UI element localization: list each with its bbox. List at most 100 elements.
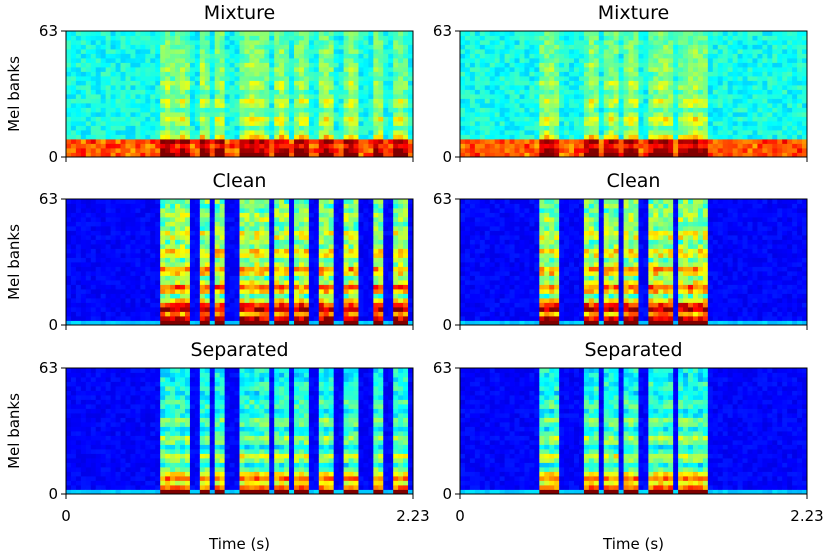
- spectrogram-cell: [239, 103, 245, 108]
- spectrogram-cell: [328, 62, 335, 68]
- spectrogram-cell: [373, 94, 379, 99]
- spectrogram-cell: [269, 134, 275, 140]
- spectrogram-cell: [115, 293, 121, 299]
- spectrogram-cell: [598, 31, 605, 36]
- spectrogram-cell: [289, 44, 295, 50]
- spectrogram-cell: [648, 98, 654, 104]
- spectrogram-cell: [688, 143, 694, 149]
- spectrogram-cell: [358, 125, 364, 131]
- spectrogram-cell: [115, 221, 121, 227]
- spectrogram-cell: [742, 143, 748, 149]
- spectrogram-cell: [105, 221, 112, 227]
- spectrogram-cell: [80, 107, 87, 113]
- spectrogram-cell: [180, 116, 186, 122]
- spectrogram-cell: [583, 143, 590, 149]
- spectrogram-cell: [224, 134, 230, 140]
- spectrogram-cell: [209, 67, 216, 72]
- spectrogram-cell: [110, 217, 116, 222]
- spectrogram-cell: [214, 221, 221, 227]
- spectrogram-cell: [403, 94, 409, 99]
- spectrogram-cell: [239, 85, 245, 90]
- spectrogram-cell: [712, 35, 719, 41]
- spectrogram-cell: [802, 116, 808, 122]
- spectrogram-cell: [284, 40, 290, 45]
- spectrogram-cell: [115, 40, 121, 45]
- spectrogram-cell: [160, 116, 166, 122]
- spectrogram-cell: [772, 31, 778, 36]
- spectrogram-cell: [393, 53, 399, 59]
- spectrogram-cell: [388, 148, 394, 153]
- spectrogram-cell: [712, 89, 719, 95]
- spectrogram-cell: [90, 89, 97, 95]
- spectrogram-cell: [80, 212, 87, 218]
- spectrogram-cell: [564, 49, 570, 54]
- spectrogram-cell: [234, 116, 240, 122]
- spectrogram-cell: [373, 53, 379, 59]
- spectrogram-cell: [388, 67, 394, 72]
- spectrogram-cell: [772, 53, 778, 59]
- spectrogram-cell: [383, 98, 389, 104]
- spectrogram-cell: [692, 121, 699, 126]
- spectrogram-cell: [224, 302, 230, 308]
- spectrogram-cell: [574, 71, 580, 77]
- spectrogram-cell: [663, 40, 669, 45]
- spectrogram-cell: [85, 217, 92, 222]
- spectrogram-cell: [150, 143, 156, 149]
- spectrogram-cell: [165, 121, 171, 126]
- spectrogram-cell: [608, 80, 615, 86]
- spectrogram-cell: [90, 80, 97, 86]
- spectrogram-cell: [298, 58, 305, 63]
- spectrogram-cell: [588, 130, 595, 135]
- spectrogram-cell: [80, 58, 87, 63]
- spectrogram-cell: [494, 143, 501, 149]
- spectrogram-cell: [85, 212, 92, 218]
- spectrogram-cell: [194, 62, 201, 68]
- spectrogram-cell: [328, 148, 335, 153]
- spectrogram-cell: [802, 89, 808, 95]
- spectrogram-cell: [514, 31, 520, 36]
- spectrogram-cell: [499, 31, 506, 36]
- spectrogram-cell: [717, 44, 724, 50]
- spectrogram-cell: [125, 139, 131, 144]
- spectrogram-cell: [554, 53, 560, 59]
- spectrogram-cell: [742, 76, 748, 81]
- spectrogram-cell: [284, 76, 290, 81]
- spectrogram-cell: [504, 143, 510, 149]
- spectrogram-cell: [603, 31, 610, 36]
- spectrogram-cell: [249, 89, 255, 95]
- spectrogram-cell: [160, 217, 166, 222]
- spectrogram-cell: [100, 230, 107, 236]
- spectrogram-cell: [484, 107, 491, 113]
- spectrogram-cell: [358, 152, 364, 158]
- spectrogram-cell: [204, 152, 211, 158]
- spectrogram-cell: [742, 103, 748, 108]
- spectrogram-cell: [125, 80, 131, 86]
- spectrogram-cell: [194, 53, 201, 59]
- spectrogram-cell: [323, 94, 330, 99]
- spectrogram-cell: [403, 40, 409, 45]
- spectrogram-cell: [529, 44, 535, 50]
- spectrogram-cell: [244, 311, 250, 317]
- spectrogram-cell: [170, 307, 176, 312]
- spectrogram-cell: [767, 116, 773, 122]
- spectrogram-cell: [464, 80, 471, 86]
- spectrogram-cell: [673, 58, 679, 63]
- spectrogram-cell: [155, 203, 161, 209]
- spectrogram-cell: [125, 293, 131, 299]
- spectrogram-cell: [120, 44, 126, 50]
- spectrogram-cell: [175, 49, 181, 54]
- spectrogram-cell: [229, 49, 235, 54]
- spectrogram-cell: [772, 71, 778, 77]
- spectrogram-cell: [658, 76, 664, 81]
- spectrogram-cell: [249, 302, 255, 308]
- spectrogram-cell: [234, 230, 240, 236]
- spectrogram-cell: [254, 35, 260, 41]
- spectrogram-cell: [702, 125, 709, 131]
- spectrogram-cell: [583, 58, 590, 63]
- spectrogram-cell: [308, 107, 315, 113]
- spectrogram-cell: [648, 112, 654, 117]
- spectrogram-cell: [189, 199, 196, 204]
- spectrogram-cell: [358, 134, 364, 140]
- spectrogram-cell: [393, 40, 399, 45]
- spectrogram-cell: [160, 302, 166, 308]
